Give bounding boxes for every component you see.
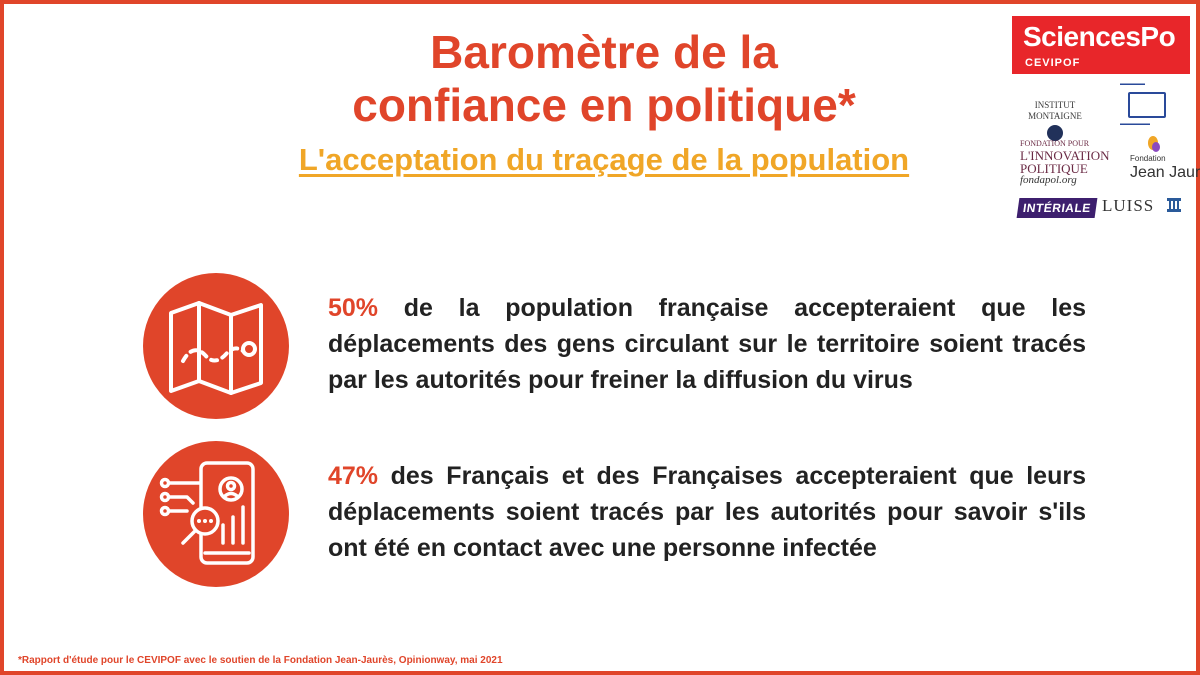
stat-map-tracking: 50% de la population française acceptera…	[328, 290, 1086, 398]
stat-1-percent: 50%	[328, 294, 379, 322]
footnote: *Rapport d'étude pour le CEVIPOF avec le…	[18, 655, 503, 666]
interiale-logo: INTÉRIALE	[1016, 198, 1098, 218]
jean-jaures-small: Fondation	[1130, 154, 1166, 163]
sciencespo-name: SciencesPo	[1023, 21, 1176, 52]
cevipof-label: CEVIPOF	[1025, 57, 1081, 69]
fondapol-line2: L'INNOVATION	[1020, 148, 1110, 163]
map-route-icon	[143, 273, 289, 419]
partner-logos: SciencesPo CEVIPOF INSTITUT MONTAIGNE ▬▬…	[1008, 16, 1200, 226]
fondapol-url: fondapol.org	[1020, 174, 1077, 186]
republique-francaise-logo: ▬▬▬▬▬ ▬▬▬▬▬▬	[1120, 82, 1178, 132]
title-block: Baromètre de la confiance en politique* …	[244, 26, 964, 178]
marianne-icon	[1128, 92, 1166, 118]
institut-montaigne-line1: INSTITUT	[1034, 100, 1076, 110]
phone-tracking-icon	[143, 441, 289, 587]
luiss-logo: LUISS	[1102, 196, 1155, 215]
fondapol-logo: FONDATION POUR L'INNOVATION POLITIQUE fo…	[1020, 138, 1110, 186]
montaigne-emblem-icon	[1047, 125, 1063, 141]
subtitle: L'acceptation du traçage de la populatio…	[298, 142, 910, 177]
fondapol-line1: FONDATION POUR	[1020, 139, 1090, 148]
institut-montaigne-line2: MONTAIGNE	[1028, 111, 1082, 121]
jean-jaures-big: Jean Jaurès	[1130, 164, 1200, 181]
institut-montaigne-logo: INSTITUT MONTAIGNE	[1020, 100, 1090, 141]
jean-jaures-emblem-dot	[1152, 142, 1160, 152]
title-line-1: Baromètre de la	[430, 26, 778, 78]
sciencespo-logo: SciencesPo CEVIPOF	[1012, 16, 1190, 74]
stat-2-text: des Français et des Françaises acceptera…	[328, 462, 1086, 562]
stat-contact-tracking: 47% des Français et des Françaises accep…	[328, 458, 1086, 566]
fondapol-line3: POLITIQUE	[1020, 161, 1088, 176]
title-line-2: confiance en politique*	[352, 79, 856, 131]
column-icon	[1167, 198, 1181, 212]
stat-1-text: de la population française accepteraient…	[328, 294, 1086, 394]
stat-2-percent: 47%	[328, 462, 379, 490]
